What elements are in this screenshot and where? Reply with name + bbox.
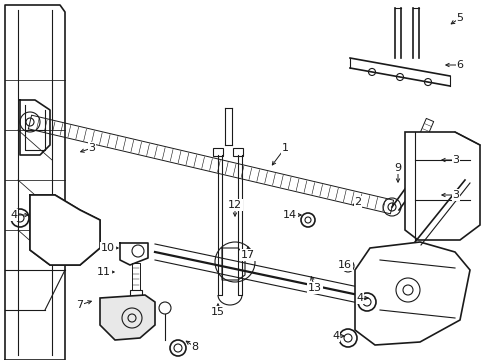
Polygon shape <box>404 132 479 240</box>
Text: 9: 9 <box>394 163 401 173</box>
Text: 15: 15 <box>210 307 224 317</box>
Text: 3: 3 <box>451 190 459 200</box>
Text: 3: 3 <box>88 143 95 153</box>
Text: 4: 4 <box>356 293 363 303</box>
Text: 3: 3 <box>451 155 459 165</box>
Text: 1: 1 <box>281 143 288 153</box>
Polygon shape <box>354 242 469 345</box>
Text: 11: 11 <box>97 267 111 277</box>
Text: 17: 17 <box>241 250 255 260</box>
Text: 2: 2 <box>354 197 361 207</box>
Bar <box>213 148 223 156</box>
Polygon shape <box>30 195 100 265</box>
Text: 10: 10 <box>101 243 115 253</box>
Text: 8: 8 <box>191 342 198 352</box>
Text: 13: 13 <box>307 283 321 293</box>
Text: 5: 5 <box>456 13 463 23</box>
Text: 4: 4 <box>332 331 339 341</box>
Text: 6: 6 <box>456 60 463 70</box>
Text: 16: 16 <box>337 260 351 270</box>
Text: 7: 7 <box>76 300 83 310</box>
Text: 4: 4 <box>10 210 18 220</box>
Bar <box>130 290 142 298</box>
Polygon shape <box>100 295 155 340</box>
Text: 12: 12 <box>227 200 242 210</box>
Text: 14: 14 <box>283 210 296 220</box>
Bar <box>232 148 243 156</box>
